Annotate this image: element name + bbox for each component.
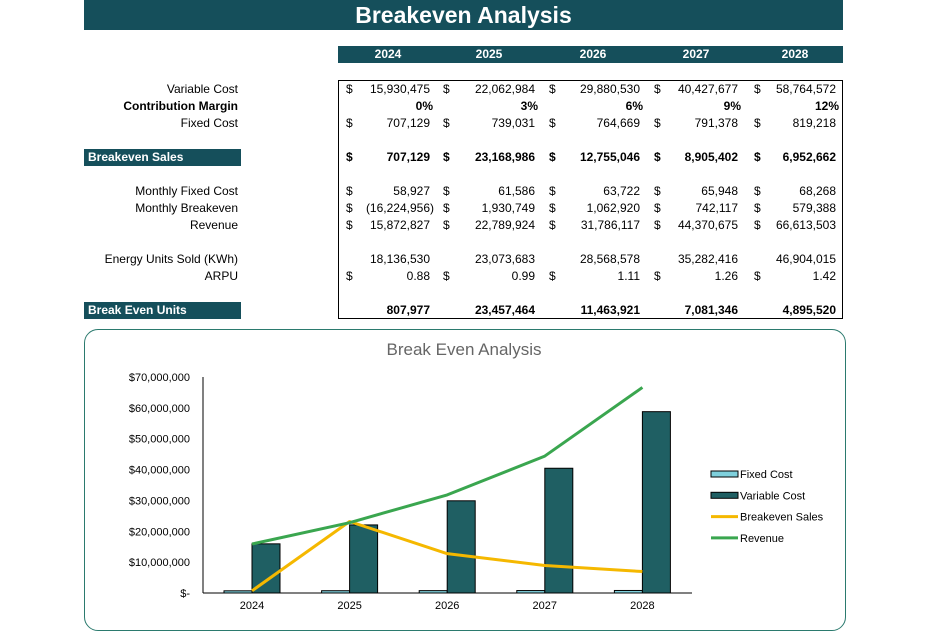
- break-even-chart: $- $10,000,000 $20,000,000 $30,000,000 $40,0…: [0, 0, 940, 614]
- y-tick-label: $-: [180, 588, 190, 600]
- bar-variable-cost-2027: [545, 468, 573, 593]
- legend-swatch-variable-cost: [711, 492, 738, 498]
- legend-label-revenue: Revenue: [740, 533, 784, 545]
- bar-fixed-cost-2024: [224, 591, 252, 593]
- y-tick-label: $20,000,000: [129, 526, 190, 538]
- x-tick-label: 2026: [435, 600, 459, 612]
- x-tick-label: 2024: [240, 600, 264, 612]
- bar-variable-cost-2025: [350, 525, 378, 593]
- bar-fixed-cost-2027: [517, 591, 545, 593]
- y-tick-label: $40,000,000: [129, 465, 190, 477]
- legend-label-breakeven-sales: Breakeven Sales: [740, 512, 824, 524]
- y-tick-label: $10,000,000: [129, 557, 190, 569]
- bar-fixed-cost-2026: [419, 591, 447, 593]
- x-tick-label: 2028: [630, 600, 654, 612]
- y-tick-label: $30,000,000: [129, 495, 190, 507]
- legend-swatch-fixed-cost: [711, 471, 738, 477]
- y-tick-label: $60,000,000: [129, 403, 190, 415]
- bar-fixed-cost-2028: [614, 590, 642, 593]
- legend-label-fixed-cost: Fixed Cost: [740, 469, 793, 481]
- x-tick-label: 2025: [337, 600, 361, 612]
- legend-label-variable-cost: Variable Cost: [740, 490, 805, 502]
- x-tick-label: 2027: [533, 600, 557, 612]
- y-tick-label: $70,000,000: [129, 372, 190, 384]
- y-tick-label: $50,000,000: [129, 434, 190, 446]
- bar-fixed-cost-2025: [322, 591, 350, 593]
- bar-variable-cost-2028: [642, 412, 670, 593]
- bar-variable-cost-2024: [252, 544, 280, 593]
- bar-variable-cost-2026: [447, 501, 475, 593]
